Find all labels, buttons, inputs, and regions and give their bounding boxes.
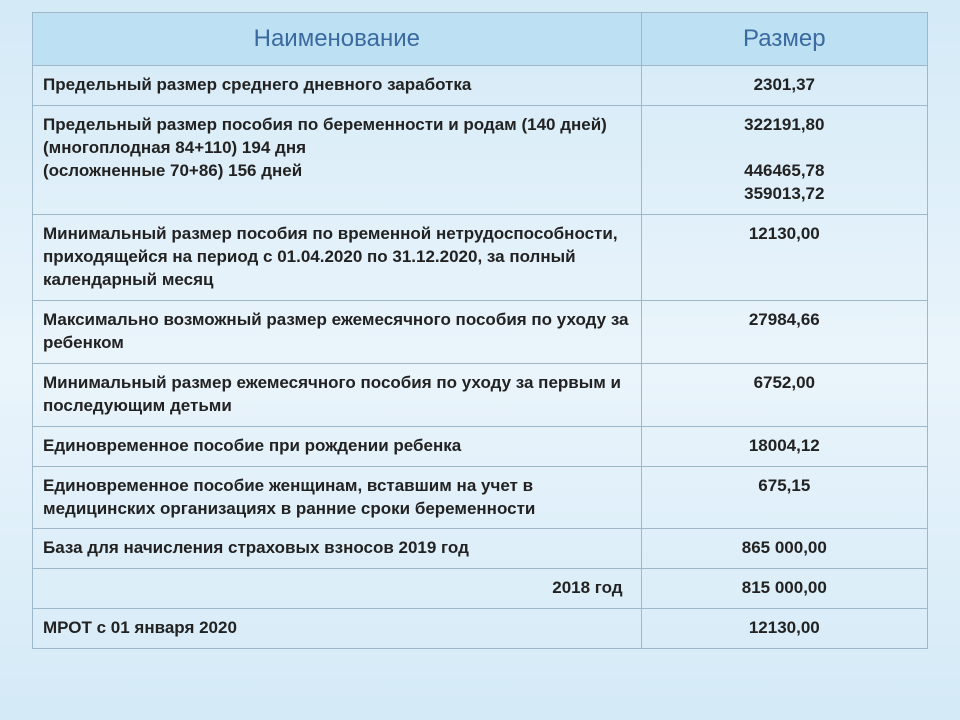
row-name: Максимально возможный размер ежемесячног… xyxy=(33,300,642,363)
row-name: База для начисления страховых взносов 20… xyxy=(33,529,642,569)
row-value: 815 000,00 xyxy=(641,569,927,609)
row-value: 12130,00 xyxy=(641,609,927,649)
table-row: МРОТ с 01 января 202012130,00 xyxy=(33,609,928,649)
row-value: 12130,00 xyxy=(641,215,927,301)
row-name: Минимальный размер пособия по временной … xyxy=(33,215,642,301)
row-name: Минимальный размер ежемесячного пособия … xyxy=(33,363,642,426)
row-value: 2301,37 xyxy=(641,66,927,106)
row-name: МРОТ с 01 января 2020 xyxy=(33,609,642,649)
table-row: База для начисления страховых взносов 20… xyxy=(33,529,928,569)
col-header-name: Наименование xyxy=(33,13,642,66)
row-name: Предельный размер среднего дневного зара… xyxy=(33,66,642,106)
table-row: Единовременное пособие при рождении ребе… xyxy=(33,426,928,466)
table-row: Минимальный размер ежемесячного пособия … xyxy=(33,363,928,426)
row-value: 865 000,00 xyxy=(641,529,927,569)
table-row: Максимально возможный размер ежемесячног… xyxy=(33,300,928,363)
row-name: Единовременное пособие при рождении ребе… xyxy=(33,426,642,466)
table-row: Минимальный размер пособия по временной … xyxy=(33,215,928,301)
table-row: Единовременное пособие женщинам, вставши… xyxy=(33,466,928,529)
row-name: Предельный размер пособия по беременност… xyxy=(33,106,642,215)
table-header-row: Наименование Размер xyxy=(33,13,928,66)
col-header-value: Размер xyxy=(641,13,927,66)
row-value: 322191,80 446465,78 359013,72 xyxy=(641,106,927,215)
table-row: Предельный размер пособия по беременност… xyxy=(33,106,928,215)
row-name: 2018 год xyxy=(33,569,642,609)
row-value: 18004,12 xyxy=(641,426,927,466)
row-value: 675,15 xyxy=(641,466,927,529)
table-row: 2018 год815 000,00 xyxy=(33,569,928,609)
table-container: Наименование Размер Предельный размер ср… xyxy=(0,0,960,661)
row-name: Единовременное пособие женщинам, вставши… xyxy=(33,466,642,529)
row-value: 6752,00 xyxy=(641,363,927,426)
benefits-table: Наименование Размер Предельный размер ср… xyxy=(32,12,928,649)
row-value: 27984,66 xyxy=(641,300,927,363)
table-row: Предельный размер среднего дневного зара… xyxy=(33,66,928,106)
